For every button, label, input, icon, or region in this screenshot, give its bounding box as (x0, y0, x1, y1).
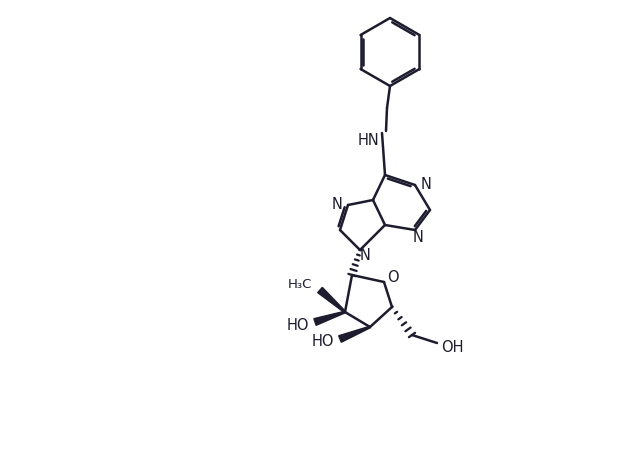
Text: O: O (387, 269, 399, 284)
Text: HO: HO (312, 335, 334, 350)
Text: N: N (413, 229, 424, 244)
Text: N: N (360, 249, 371, 264)
Text: HO: HO (287, 318, 309, 332)
Polygon shape (317, 287, 346, 313)
Text: HN: HN (357, 133, 379, 148)
Text: H₃C: H₃C (288, 277, 312, 290)
Polygon shape (314, 311, 345, 325)
Text: N: N (420, 177, 431, 191)
Polygon shape (339, 326, 371, 342)
Text: N: N (332, 196, 342, 212)
Text: OH: OH (441, 339, 463, 354)
